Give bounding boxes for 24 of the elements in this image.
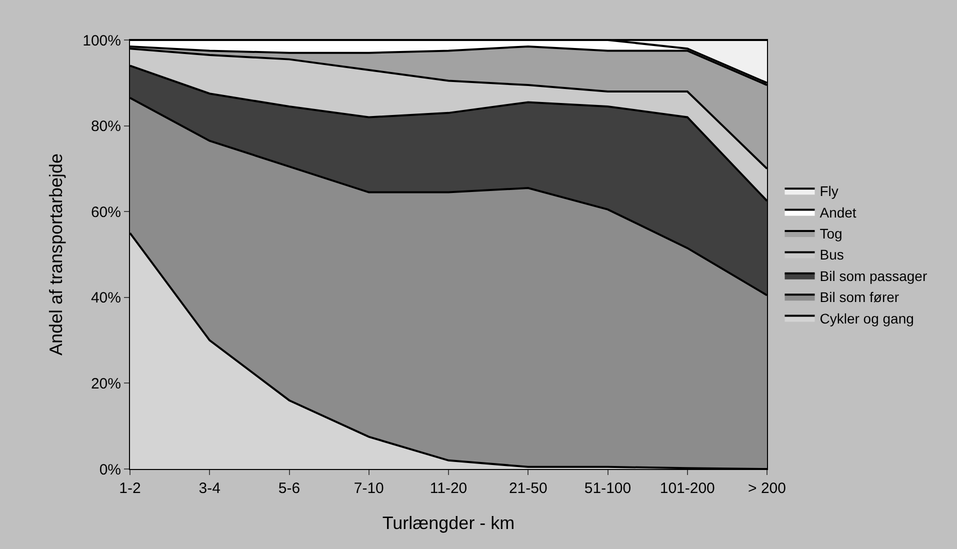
x-tick-label: 101-200: [660, 480, 715, 497]
y-tick-label: 0%: [99, 461, 121, 478]
y-tick-label: 20%: [90, 375, 121, 392]
x-tick-label: 21-50: [508, 480, 548, 497]
y-tick-label: 80%: [90, 118, 121, 136]
legend-label: Fly: [820, 183, 838, 200]
x-tick-label: 51-100: [584, 480, 632, 497]
x-tick-label: 5-6: [278, 480, 300, 497]
legend-label: Bil som fører: [820, 289, 900, 306]
x-tick-label: > 200: [748, 480, 786, 497]
y-tick-label: 100%: [82, 32, 121, 50]
x-tick-label: 11-20: [430, 480, 468, 497]
x-tick-label: 1-2: [119, 480, 141, 497]
x-tick-label: 7-10: [354, 480, 384, 497]
y-tick-label: 40%: [90, 290, 121, 307]
legend-label: Tog: [820, 225, 842, 242]
x-tick-label: 3-4: [198, 480, 220, 497]
legend-label: Bus: [820, 246, 844, 263]
y-axis-title: Andel af transportarbejde: [46, 153, 66, 356]
x-axis-title: Turlængder - km: [382, 513, 515, 534]
legend-label: Cykler og gang: [820, 310, 914, 326]
y-tick-label: 60%: [90, 204, 121, 221]
legend-label: Bil som passager: [820, 268, 928, 284]
legend-label: Andet: [820, 204, 856, 220]
